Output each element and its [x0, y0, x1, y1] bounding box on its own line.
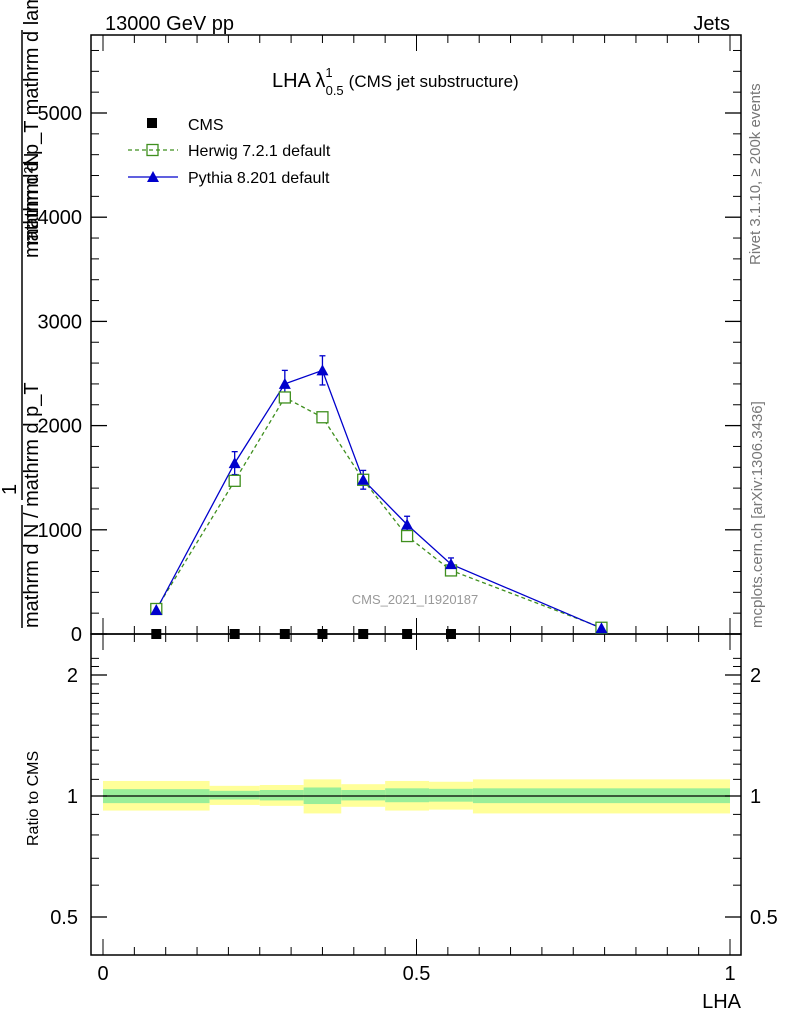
herwig-point-1: [228, 474, 241, 487]
x-axis-label: LHA: [702, 991, 742, 1013]
cms-point-2: [279, 629, 290, 639]
pythia-point-1: [228, 457, 241, 469]
legend-marker-herwig: [146, 143, 159, 157]
main-ylabel: mathrm d²N mathrm d p_T mathrm d lambda …: [0, 0, 43, 628]
cms-point-6: [445, 629, 456, 639]
ratio-ytick-label-left-2: 2: [67, 665, 78, 687]
legend-label-cms: CMS: [188, 117, 224, 134]
legend-marker-cms: [147, 118, 157, 128]
ratio-xtick-label-0: 0: [97, 963, 108, 985]
legend-marker-pythia: [147, 171, 159, 182]
ratio-ytick-label-left-1: 1: [67, 786, 78, 808]
ratio-axes: 0.5 0.5 1 1 2 2 0 0.5 1: [50, 634, 778, 985]
legend-label-herwig: Herwig 7.2.1 default: [188, 143, 331, 160]
ratio-band-inner-4: [341, 789, 386, 801]
pythia-point-2: [278, 377, 291, 389]
header-left: 13000 GeV pp: [105, 13, 234, 35]
main-ytick-label-1: 1000: [38, 520, 83, 542]
pythia-point-4: [357, 473, 370, 485]
series-layer: [150, 355, 608, 639]
pythia-point-5: [401, 518, 414, 530]
main-ytick-label-0: 0: [71, 624, 82, 646]
main-ytick-label-4: 4000: [38, 207, 83, 229]
legend: CMS Herwig 7.2.1 default Pythia 8.201 de…: [128, 117, 331, 187]
pythia-line: [155, 369, 602, 629]
pythia-point-6: [444, 558, 457, 570]
rivet-label: Rivet 3.1.10, ≥ 200k events: [747, 83, 764, 265]
main-axes: 0 1000 2000 3000 4000 5000: [38, 35, 741, 646]
main-ylabel-line-2: mathrm d p_T mathrm d lambda: [21, 0, 43, 245]
ratio-bands: [103, 779, 730, 814]
cms-point-0: [151, 629, 162, 639]
ratio-ytick-label-right-2: 2: [750, 665, 761, 687]
mcplots-label: mcplots.cern.ch [arXiv:1306.3436]: [749, 401, 766, 628]
ratio-ylabel: Ratio to CMS: [25, 751, 42, 846]
cms-point-1: [229, 629, 240, 639]
main-ylabel-line-3: 1: [0, 484, 21, 495]
ratio-band-inner-5: [385, 788, 430, 803]
pythia-point-7: [595, 622, 608, 634]
pythia-point-3: [316, 364, 329, 376]
main-ytick-label-5: 5000: [38, 103, 83, 125]
herwig-point-3: [316, 411, 329, 424]
main-ytick-label-2: 2000: [38, 416, 83, 438]
ratio-band-inner-1: [209, 790, 260, 800]
main-ylabel-line-4: mathrm d N / mathrm d p_T: [21, 382, 43, 628]
ratio-band-inner-2: [259, 789, 304, 801]
pythia-point-0: [150, 604, 163, 616]
ratio-xtick-label-1: 0.5: [403, 963, 431, 985]
main-ylabel-line-1: mathrm d²N: [21, 152, 43, 258]
ratio-ytick-label-right-0: 0.5: [750, 907, 778, 929]
chart-title-suffix: (CMS jet substructure): [349, 72, 519, 91]
cms-point-3: [317, 629, 328, 639]
header-right: Jets: [693, 13, 730, 35]
herwig-point-2: [278, 391, 291, 404]
analysis-watermark: CMS_2021_I1920187: [352, 592, 479, 607]
chart-title-main: LHA λ: [272, 70, 325, 92]
chart-title-sub: 0.5: [326, 83, 344, 98]
ratio-ytick-label-right-1: 1: [750, 786, 761, 808]
cms-point-4: [358, 629, 369, 639]
cms-point-5: [402, 629, 413, 639]
ratio-ytick-label-left-0: 0.5: [50, 907, 78, 929]
chart-title: LHA λ1 0.5 (CMS jet substructure): [272, 65, 519, 98]
ratio-xtick-label-2: 1: [724, 963, 735, 985]
main-ytick-label-3: 3000: [38, 311, 83, 333]
ratio-band-inner-6: [429, 788, 473, 802]
chart-title-sup: 1: [325, 65, 332, 80]
herwig-point-5: [400, 529, 414, 543]
legend-label-pythia: Pythia 8.201 default: [188, 170, 330, 187]
